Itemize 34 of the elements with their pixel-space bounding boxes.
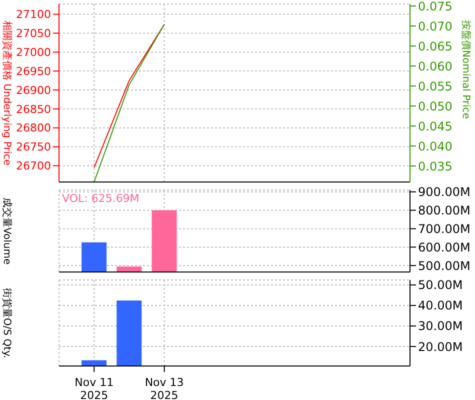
y2-tick-label: 0.070 [418, 19, 452, 34]
y-tick-label: 26900 [16, 84, 51, 97]
y-tick-label: 40.00M [418, 298, 463, 313]
y-axis-title: 街貨量O/S Qty. [1, 288, 13, 358]
y2-tick-label: 0.045 [418, 119, 452, 134]
y-tick-label: 27000 [16, 46, 51, 60]
y2-tick-label: 0.075 [418, 0, 452, 14]
y-tick-label: 900.00M [418, 185, 470, 200]
y2-tick-label: 0.055 [418, 79, 452, 94]
y-tick-label: 26700 [16, 160, 51, 173]
y2-tick-label: 0.040 [418, 139, 452, 154]
y2-tick-label: 0.050 [418, 99, 452, 114]
y-tick-label: 800.00M [418, 204, 470, 218]
y-tick-label: 27050 [16, 27, 51, 40]
x-tick-label: Nov 11 2025 [74, 376, 114, 400]
y-tick-label: 20.00M [418, 340, 463, 354]
y-tick-label: 26800 [16, 122, 51, 135]
y2-tick-label: 0.060 [418, 59, 452, 74]
y2-axis-title: 按盤價Nominal Price [460, 20, 472, 119]
y-tick-label: 600.00M [418, 240, 470, 254]
y2-tick-label: 0.035 [418, 159, 452, 174]
y-tick-label: 700.00M [418, 222, 470, 236]
y2-tick-label: 0.065 [418, 39, 452, 54]
y-axis-title: 成交量Volume [1, 197, 13, 265]
y-tick-label: 50.00M [418, 278, 463, 292]
y-axis-title: 相關資產價格 Underlying Price [1, 20, 13, 166]
annotation: VOL: 625.69M [62, 192, 140, 205]
y-tick-label: 26750 [16, 140, 51, 154]
x-tick-label: Nov 13 2025 [144, 376, 184, 400]
y-tick-label: 26950 [16, 64, 51, 78]
y-tick-label: 27100 [16, 8, 51, 22]
y-tick-label: 26850 [16, 102, 51, 116]
y-tick-label: 30.00M [418, 319, 463, 334]
y-tick-label: 500.00M [418, 258, 470, 273]
